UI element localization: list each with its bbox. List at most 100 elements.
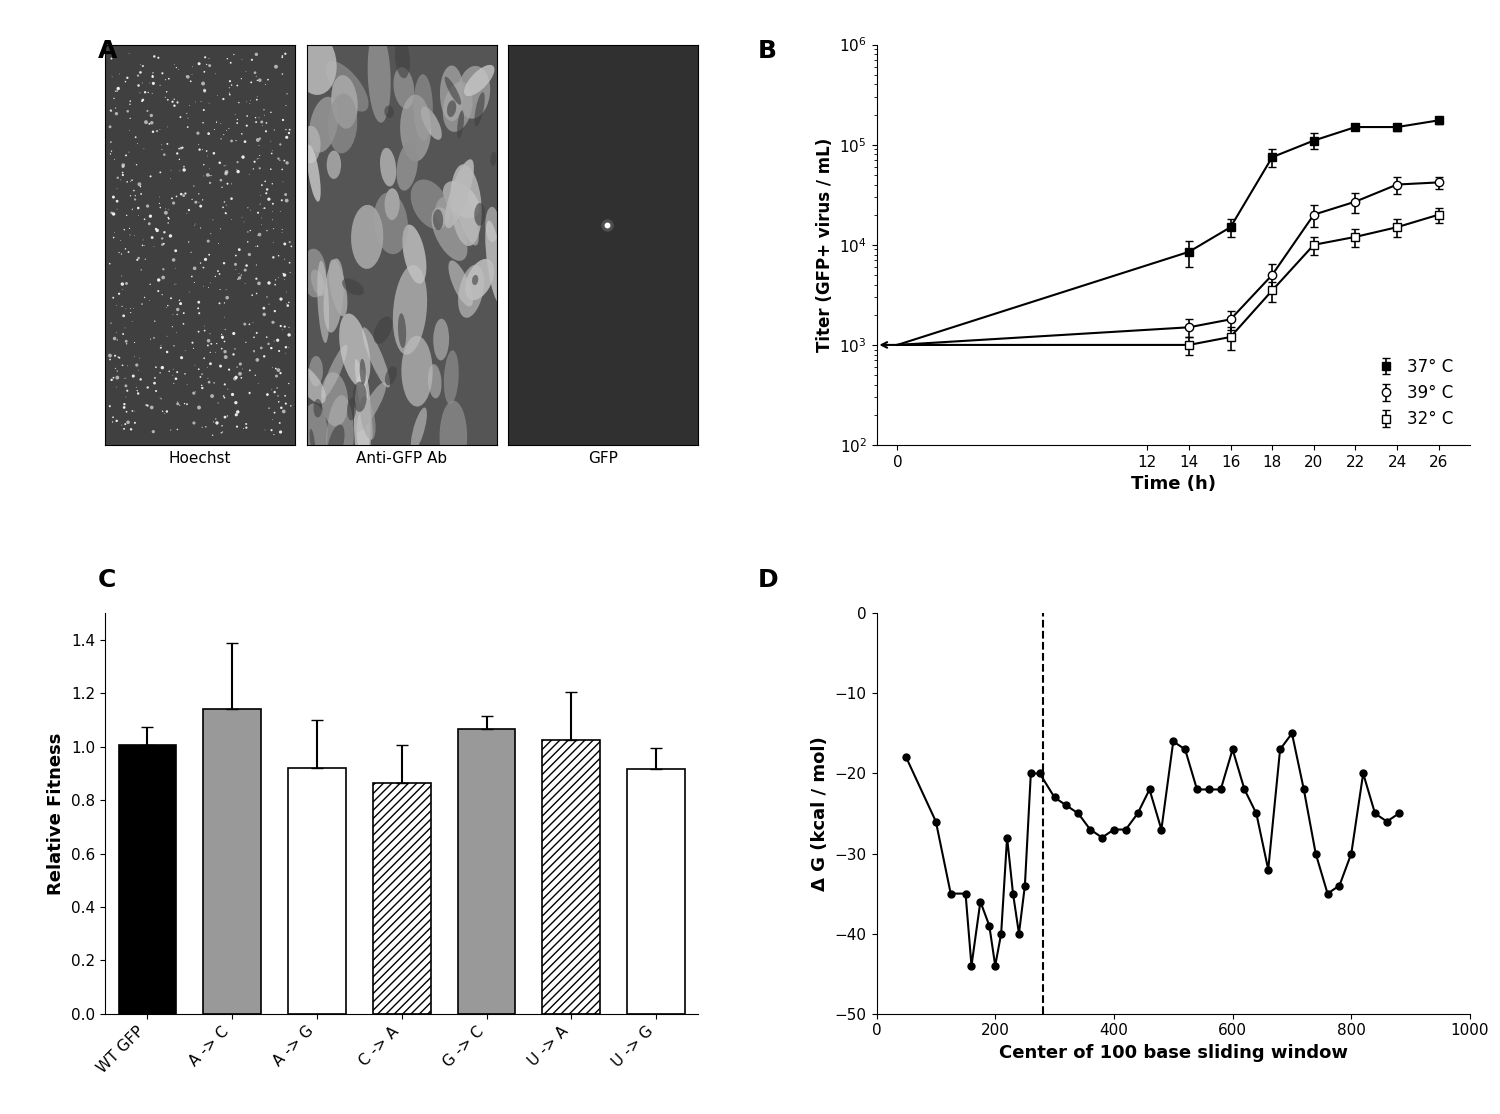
Point (130, 91, 154, 109)
Point (213, 375, 237, 393)
Point (172, 342, 196, 360)
Point (153, 404, 177, 422)
Point (268, 203, 292, 221)
X-axis label: GFP: GFP (588, 450, 618, 466)
Point (153, 223, 177, 241)
Point (217, 86, 242, 104)
Point (147, 49, 171, 67)
Point (279, 397, 303, 414)
Point (158, 362, 182, 380)
Bar (374, 783, 430, 1014)
Point (278, 374, 302, 392)
Point (112, 370, 136, 388)
Point (274, 85, 298, 102)
Point (238, 91, 262, 109)
Point (105, 412, 129, 430)
Point (202, 145, 226, 163)
Point (124, 379, 148, 397)
Point (158, 209, 182, 227)
Point (244, 284, 268, 302)
Point (274, 97, 298, 115)
Point (188, 399, 211, 417)
Point (177, 97, 201, 115)
Point (106, 244, 130, 262)
Point (273, 271, 297, 289)
Point (105, 193, 129, 211)
Point (176, 375, 200, 393)
Point (102, 89, 126, 107)
Point (216, 380, 240, 398)
Point (122, 402, 146, 420)
Point (190, 379, 214, 397)
Point (102, 369, 126, 387)
Point (177, 233, 201, 251)
Point (196, 125, 220, 143)
Point (236, 117, 260, 135)
Point (135, 379, 159, 397)
Point (164, 242, 188, 260)
Point (166, 139, 190, 157)
Point (195, 147, 219, 165)
Ellipse shape (464, 65, 495, 96)
Point (201, 211, 225, 228)
Point (201, 413, 225, 431)
Point (202, 120, 226, 138)
Ellipse shape (368, 29, 390, 123)
Point (170, 139, 194, 157)
Point (210, 178, 234, 196)
Point (248, 226, 272, 244)
Point (204, 267, 228, 285)
Point (132, 211, 156, 228)
Point (200, 335, 223, 353)
Point (114, 240, 138, 257)
Point (252, 348, 276, 365)
Point (186, 136, 210, 154)
Point (123, 128, 147, 146)
Point (188, 293, 211, 311)
Point (189, 254, 213, 272)
Point (225, 405, 249, 423)
Point (273, 45, 297, 62)
Point (213, 349, 237, 367)
Point (180, 334, 204, 352)
Y-axis label: Δ G (kcal / mol): Δ G (kcal / mol) (812, 736, 830, 891)
Ellipse shape (309, 355, 322, 387)
Point (213, 204, 237, 222)
Point (240, 286, 264, 304)
Point (124, 356, 148, 374)
Point (210, 329, 234, 346)
Point (224, 393, 248, 411)
Point (224, 255, 248, 273)
Point (108, 65, 132, 82)
Point (100, 68, 124, 86)
Point (219, 133, 243, 150)
Point (274, 344, 298, 362)
Point (174, 185, 198, 203)
Point (198, 167, 222, 185)
Point (209, 115, 232, 133)
Point (214, 196, 238, 214)
Point (165, 187, 189, 205)
Ellipse shape (294, 32, 336, 95)
Point (140, 228, 164, 246)
Point (270, 399, 294, 417)
Point (171, 304, 195, 322)
Point (183, 216, 207, 234)
Point (162, 374, 186, 392)
Ellipse shape (435, 197, 451, 224)
Point (188, 185, 211, 203)
Point (206, 262, 230, 280)
Point (192, 317, 216, 335)
Point (255, 329, 279, 346)
Point (234, 62, 258, 80)
Point (234, 256, 258, 274)
Point (129, 371, 153, 389)
Point (190, 419, 214, 437)
Point (134, 114, 158, 131)
Ellipse shape (465, 258, 494, 300)
Point (110, 245, 134, 263)
Ellipse shape (450, 164, 482, 246)
Point (170, 349, 194, 367)
Point (112, 395, 136, 413)
Point (198, 355, 222, 373)
